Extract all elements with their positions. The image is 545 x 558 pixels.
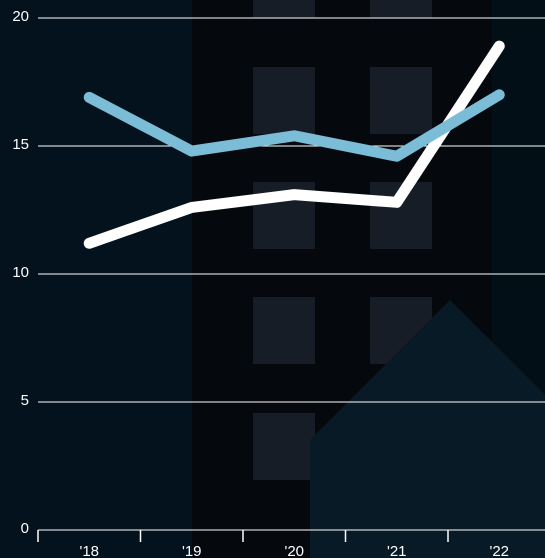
x-tick-label: '22 xyxy=(489,543,509,558)
x-tick-label: '19 xyxy=(182,543,202,558)
y-tick-label: 10 xyxy=(12,264,29,281)
x-tick-label: '21 xyxy=(387,543,407,558)
x-tick-label: '20 xyxy=(284,543,304,558)
series-line xyxy=(83,40,505,249)
x-tick-label: '18 xyxy=(79,543,99,558)
y-tick-label: 0 xyxy=(21,520,29,537)
series-line xyxy=(83,89,505,162)
y-tick-label: 20 xyxy=(12,8,29,25)
y-tick-label: 5 xyxy=(21,392,29,409)
y-tick-label: 15 xyxy=(12,136,29,153)
